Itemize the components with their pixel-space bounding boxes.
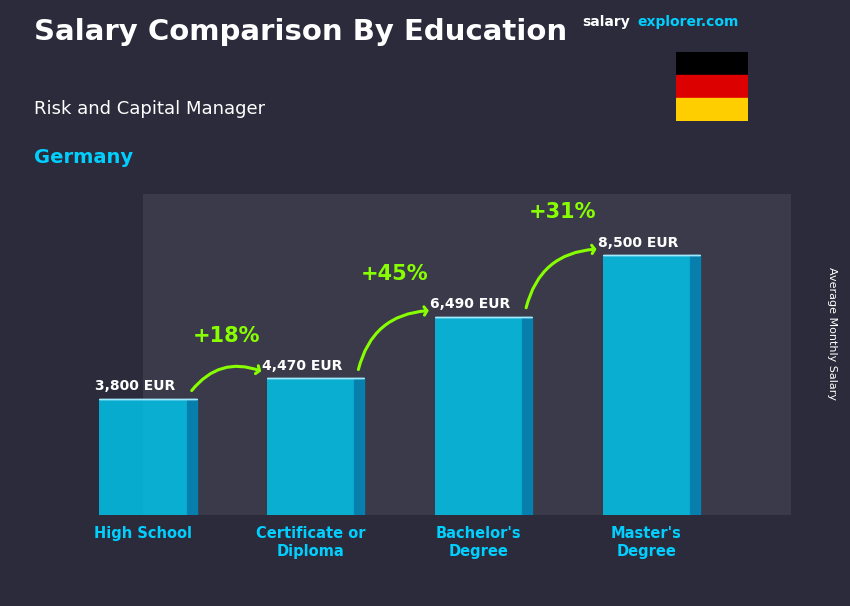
Text: 6,490 EUR: 6,490 EUR (430, 297, 510, 311)
Text: explorer.com: explorer.com (638, 15, 739, 29)
Polygon shape (187, 399, 196, 515)
Text: Risk and Capital Manager: Risk and Capital Manager (34, 100, 265, 118)
Bar (435, 316, 522, 515)
Bar (267, 378, 354, 515)
Bar (676, 52, 748, 75)
Text: 3,800 EUR: 3,800 EUR (94, 379, 175, 393)
Polygon shape (690, 255, 700, 515)
Text: 8,500 EUR: 8,500 EUR (598, 236, 678, 250)
Text: Average Monthly Salary: Average Monthly Salary (827, 267, 837, 400)
Bar (676, 75, 748, 98)
Text: +31%: +31% (529, 202, 596, 222)
Bar (603, 255, 690, 515)
Polygon shape (522, 316, 532, 515)
Bar (676, 98, 748, 121)
Text: 4,470 EUR: 4,470 EUR (262, 359, 343, 373)
Text: Salary Comparison By Education: Salary Comparison By Education (34, 18, 567, 46)
Text: +18%: +18% (193, 325, 261, 345)
Text: Germany: Germany (34, 148, 133, 167)
Text: +45%: +45% (360, 264, 428, 284)
Polygon shape (354, 378, 365, 515)
Bar (99, 399, 187, 515)
Text: salary: salary (582, 15, 630, 29)
